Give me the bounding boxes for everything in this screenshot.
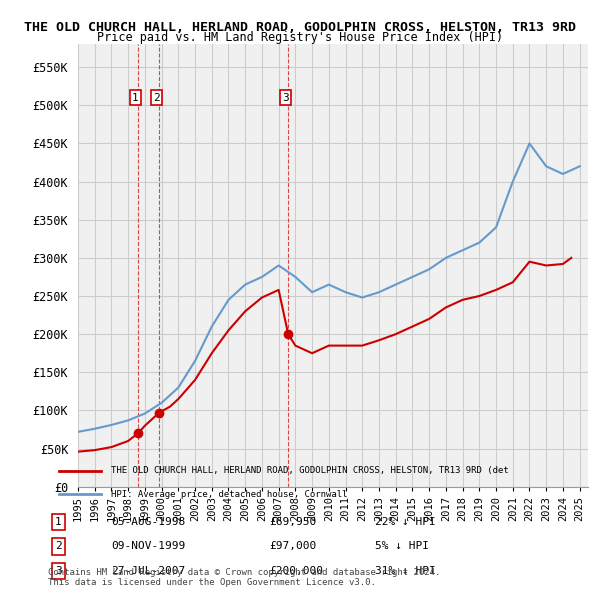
Text: THE OLD CHURCH HALL, HERLAND ROAD, GODOLPHIN CROSS, HELSTON, TR13 9RD: THE OLD CHURCH HALL, HERLAND ROAD, GODOL… bbox=[24, 21, 576, 34]
Text: 1: 1 bbox=[132, 93, 139, 103]
Text: Price paid vs. HM Land Registry's House Price Index (HPI): Price paid vs. HM Land Registry's House … bbox=[97, 31, 503, 44]
Text: 3: 3 bbox=[55, 566, 62, 576]
Text: 31% ↓ HPI: 31% ↓ HPI bbox=[376, 566, 436, 576]
Text: 2: 2 bbox=[153, 93, 160, 103]
Text: 09-NOV-1999: 09-NOV-1999 bbox=[112, 542, 185, 552]
Text: £200,000: £200,000 bbox=[270, 566, 324, 576]
Text: 2: 2 bbox=[55, 542, 62, 552]
Text: 05-AUG-1998: 05-AUG-1998 bbox=[112, 517, 185, 527]
Text: 27-JUL-2007: 27-JUL-2007 bbox=[112, 566, 185, 576]
Text: £69,950: £69,950 bbox=[270, 517, 317, 527]
Text: 22% ↓ HPI: 22% ↓ HPI bbox=[376, 517, 436, 527]
Text: HPI: Average price, detached house, Cornwall: HPI: Average price, detached house, Corn… bbox=[112, 490, 348, 499]
Text: Contains HM Land Registry data © Crown copyright and database right 2024.
This d: Contains HM Land Registry data © Crown c… bbox=[48, 568, 440, 587]
Text: 1: 1 bbox=[55, 517, 62, 527]
Text: 5% ↓ HPI: 5% ↓ HPI bbox=[376, 542, 430, 552]
Text: THE OLD CHURCH HALL, HERLAND ROAD, GODOLPHIN CROSS, HELSTON, TR13 9RD (det: THE OLD CHURCH HALL, HERLAND ROAD, GODOL… bbox=[112, 466, 509, 475]
Text: 3: 3 bbox=[283, 93, 289, 103]
Text: £97,000: £97,000 bbox=[270, 542, 317, 552]
